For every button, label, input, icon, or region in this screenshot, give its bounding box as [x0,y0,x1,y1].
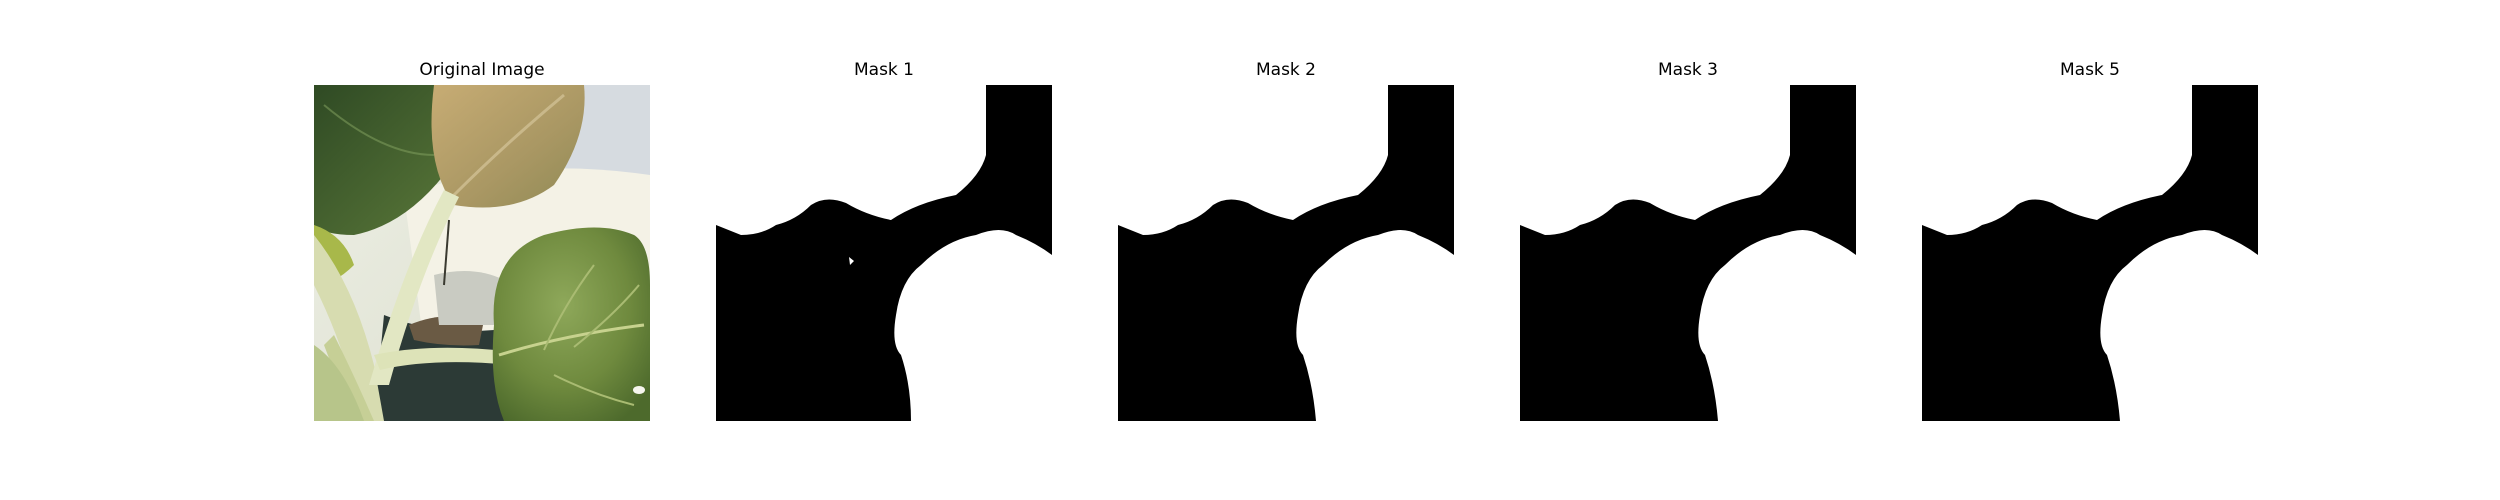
mask-3-panel: Mask 3 [1520,0,1856,500]
original-plant-photo [314,85,650,421]
mask-3-title: Mask 3 [1657,60,1718,80]
original-image-title: Original Image [419,60,545,80]
mask-5-image [1922,85,2258,421]
mask-1-panel: Mask 1 [716,0,1052,500]
mask-2-title: Mask 2 [1255,60,1316,80]
mask-5-panel: Mask 5 [1922,0,2258,500]
mask-1-speck [849,257,854,265]
original-image-panel: Original Image [314,0,650,500]
mask-2-image [1118,85,1454,421]
mask-3-image [1520,85,1856,421]
mask-5-title: Mask 5 [2059,60,2120,80]
mask-2-panel: Mask 2 [1118,0,1454,500]
mask-1-title: Mask 1 [853,60,914,80]
mask-1-image [716,85,1052,421]
